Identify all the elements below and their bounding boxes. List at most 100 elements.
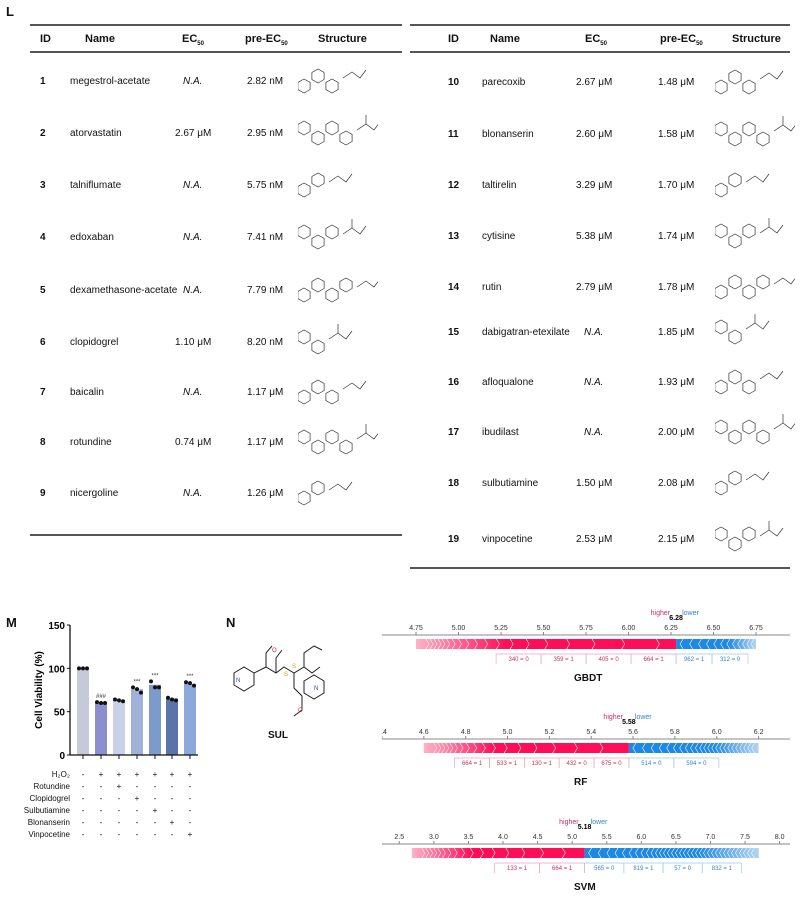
condition-mark: - [117,818,121,827]
svg-text:O: O [272,648,277,654]
arrow-chevron [484,638,488,650]
row-pre-ec50: 8.20 nM [247,337,284,348]
axis-tick-label: 5.0 [567,834,577,841]
arrow-chevron [517,742,522,754]
row-id: 15 [448,327,460,338]
arrow-chevron [566,638,570,650]
condition-mark: + [152,806,158,815]
arrow-chevron [732,638,736,650]
row-id: 1 [40,76,46,87]
svg-text:S: S [292,664,296,670]
axis-tick-label: 6.5 [671,834,681,841]
row-id: 10 [448,77,460,88]
data-point [184,680,188,685]
arrow-chevron [458,638,462,650]
row-id: 9 [40,488,46,499]
condition-mark: + [116,770,122,779]
arrow-chevron [707,847,711,859]
arrow-chevron [690,742,694,754]
arrow-chevron [429,847,434,859]
data-point [170,697,174,702]
model-title: SVM [574,882,596,893]
arrow-chevron [540,847,544,859]
positive-feature-label: 533 = 1 [497,761,518,767]
chemical-structure-drawing [298,324,353,355]
row-ec50: 1.10 μM [175,337,212,348]
higher-label: higher [651,610,671,617]
arrow-chevron [425,638,430,650]
cell-viability-bar-chart: ### *** *** *** 0 50 100 150 Cell Viability (%) [34,621,198,762]
condition-mark: + [134,794,140,803]
data-point [166,695,170,700]
arrow-chevron [706,638,710,650]
arrow-chevron [699,847,703,859]
axis-tick-label: 5.00 [452,625,466,632]
row-ec50: N.A. [584,327,604,338]
axis-tick-label: 5.6 [628,729,638,736]
condition-mark: - [170,794,174,803]
chemical-structure-drawing [715,314,770,345]
row-pre-ec50: 1.48 μM [658,77,695,88]
axis-tick-label: 4.5 [533,834,543,841]
arrow-chevron [727,847,731,859]
condition-mark: + [187,770,193,779]
chemical-structure-drawing [715,414,795,445]
arrow-chevron [713,638,718,650]
row-ec50: N.A. [183,387,203,398]
arrow-chevron [731,742,735,754]
feature-bracket [701,862,742,873]
condition-mark: - [170,830,174,839]
chemical-structure-drawing [298,379,367,405]
data-point [99,701,103,705]
negative-feature-label: 594 = 0 [686,761,707,767]
arrow-chevron [675,847,679,859]
condition-mark: + [169,770,175,779]
arrow-chevron [454,742,458,754]
row-id: 16 [448,377,460,388]
arrow-chevron [650,742,655,754]
axis-tick-label: 2.5 [394,834,404,841]
data-point [139,690,143,695]
axis-tick-label: 6.2 [754,729,764,736]
condition-mark: + [116,782,122,791]
arrow-chevron [453,847,458,859]
arrow-chevron [743,847,747,859]
condition-mark: - [81,782,85,791]
bar [166,698,178,755]
axis-tick-label: 5.8 [670,729,680,736]
row-pre-ec50: 2.00 μM [658,427,695,438]
lower-label: lower [682,610,699,617]
arrow-chevron [574,742,578,754]
axis-tick-label: 6.50 [707,625,721,632]
row-name: rutin [482,282,502,293]
arrow-chevron [679,742,683,754]
svg-text:S: S [284,672,288,678]
data-point [192,683,196,688]
arrow-chevron [562,847,566,859]
positive-feature-label: 130 = 1 [532,761,553,767]
arrow-chevron [622,847,626,859]
positive-feature-label: 432 = 0 [567,761,588,767]
row-id: 11 [448,129,459,140]
arrow-chevron [473,742,478,754]
feature-bracket [673,757,720,768]
axis-tick-label: 4.8 [461,729,471,736]
row-ec50: 2.60 μM [576,129,613,140]
condition-mark: - [81,770,85,779]
arrow-chevron [447,847,452,859]
arrow-chevron [628,847,633,859]
arrow-chevron [746,638,751,650]
table-header-rule [410,51,790,53]
row-ec50: N.A. [584,377,604,388]
condition-label: Sulbutiamine [23,806,70,815]
arrow-chevron [673,742,677,754]
axis-tick-label: 8.0 [775,834,785,841]
row-ec50: N.A. [183,180,203,191]
row-pre-ec50: 2.95 nM [247,128,284,139]
table-header-rule [30,51,402,53]
arrow-chevron [425,847,430,859]
negative-contribution-bar [628,743,759,753]
